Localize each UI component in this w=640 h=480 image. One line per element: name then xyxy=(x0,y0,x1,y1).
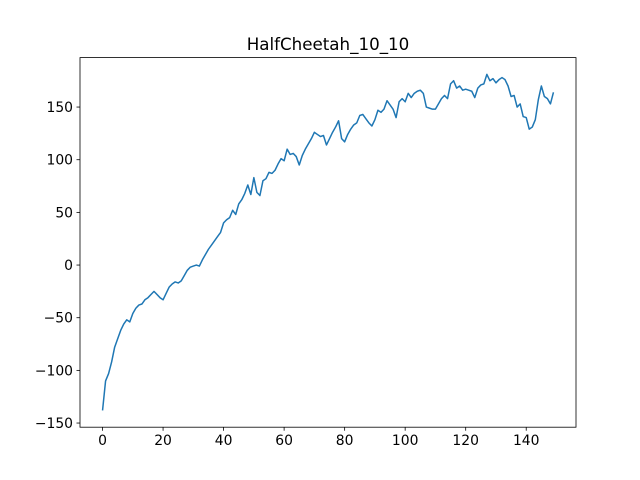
data-line xyxy=(101,73,555,411)
x-tick-label: 60 xyxy=(275,433,293,449)
y-tick-label: 50 xyxy=(55,205,73,221)
x-tick-label: 80 xyxy=(336,433,354,449)
y-tick-label: −150 xyxy=(35,416,73,432)
x-tick-label: 100 xyxy=(392,433,419,449)
y-tick-label: 150 xyxy=(46,100,73,116)
x-tick-label: 140 xyxy=(513,433,540,449)
y-tick-label: −50 xyxy=(44,311,73,327)
y-tick-label: 0 xyxy=(64,258,73,274)
y-tick-label: −100 xyxy=(35,363,73,379)
chart-title: HalfCheetah_10_10 xyxy=(247,34,410,55)
x-tick-label: 20 xyxy=(154,433,172,449)
y-tick-label: 100 xyxy=(46,153,73,169)
x-tick-label: 120 xyxy=(452,433,479,449)
x-tick-label: 0 xyxy=(98,433,107,449)
axes-frame xyxy=(79,57,577,428)
x-tick-label: 40 xyxy=(215,433,233,449)
